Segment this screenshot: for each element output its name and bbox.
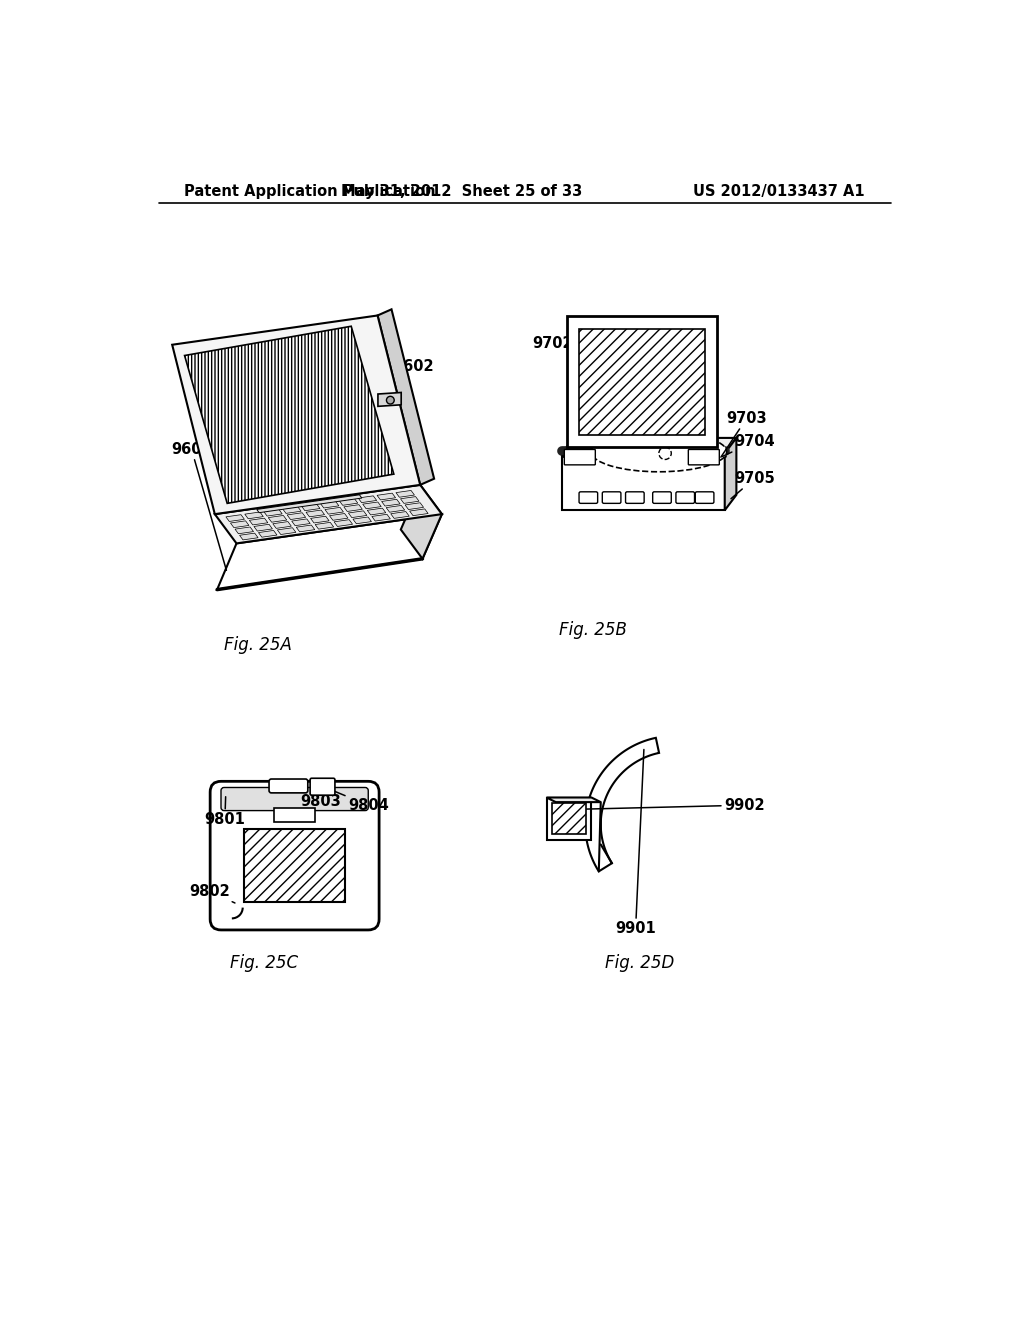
Text: Fig. 25A: Fig. 25A xyxy=(224,636,292,653)
FancyBboxPatch shape xyxy=(274,808,314,822)
FancyBboxPatch shape xyxy=(602,492,621,503)
Polygon shape xyxy=(172,315,420,515)
Text: 9802: 9802 xyxy=(189,884,234,903)
Polygon shape xyxy=(378,392,401,407)
Text: 9604: 9604 xyxy=(171,442,226,570)
FancyBboxPatch shape xyxy=(210,781,379,929)
Polygon shape xyxy=(562,438,736,453)
Polygon shape xyxy=(377,494,395,500)
Text: US 2012/0133437 A1: US 2012/0133437 A1 xyxy=(692,183,864,199)
Polygon shape xyxy=(362,502,381,508)
Text: 9901: 9901 xyxy=(615,750,656,936)
FancyBboxPatch shape xyxy=(626,492,644,503)
Text: 9602: 9602 xyxy=(393,359,433,396)
Polygon shape xyxy=(396,491,415,498)
Text: 9601: 9601 xyxy=(209,345,353,360)
Circle shape xyxy=(386,396,394,404)
Polygon shape xyxy=(272,521,291,528)
Polygon shape xyxy=(278,528,296,535)
Polygon shape xyxy=(245,829,345,903)
Polygon shape xyxy=(296,525,314,532)
FancyBboxPatch shape xyxy=(652,492,672,503)
Polygon shape xyxy=(353,517,372,524)
Text: May 31, 2012  Sheet 25 of 33: May 31, 2012 Sheet 25 of 33 xyxy=(341,183,582,199)
FancyBboxPatch shape xyxy=(221,788,369,810)
Polygon shape xyxy=(315,523,334,529)
Polygon shape xyxy=(306,510,325,517)
Polygon shape xyxy=(268,515,287,523)
Text: 9701: 9701 xyxy=(594,326,693,342)
FancyBboxPatch shape xyxy=(579,492,598,503)
Text: Fig. 25B: Fig. 25B xyxy=(559,620,627,639)
Polygon shape xyxy=(400,484,442,558)
Polygon shape xyxy=(410,510,428,516)
Polygon shape xyxy=(230,521,249,528)
Polygon shape xyxy=(217,515,442,590)
Text: Fig. 25D: Fig. 25D xyxy=(605,954,674,972)
Polygon shape xyxy=(234,527,254,533)
Polygon shape xyxy=(226,515,245,521)
FancyBboxPatch shape xyxy=(695,492,714,503)
Polygon shape xyxy=(263,510,283,516)
Polygon shape xyxy=(725,438,736,511)
Text: 9803: 9803 xyxy=(299,785,341,809)
Polygon shape xyxy=(215,484,420,515)
Text: 9902: 9902 xyxy=(587,797,765,813)
Polygon shape xyxy=(215,484,442,544)
Polygon shape xyxy=(552,803,586,834)
Text: 9703: 9703 xyxy=(721,411,767,457)
Text: 9702: 9702 xyxy=(532,333,598,351)
Polygon shape xyxy=(240,533,258,540)
Polygon shape xyxy=(184,326,394,503)
Polygon shape xyxy=(391,512,410,519)
Polygon shape xyxy=(283,507,301,513)
Polygon shape xyxy=(378,309,434,484)
Text: Patent Application Publication: Patent Application Publication xyxy=(183,183,435,199)
Polygon shape xyxy=(566,317,717,447)
Polygon shape xyxy=(562,453,725,511)
Polygon shape xyxy=(344,504,362,511)
Polygon shape xyxy=(348,511,367,517)
Polygon shape xyxy=(249,519,268,525)
Ellipse shape xyxy=(591,432,727,471)
Polygon shape xyxy=(321,502,339,508)
Polygon shape xyxy=(579,329,705,434)
Polygon shape xyxy=(547,797,601,803)
Polygon shape xyxy=(325,507,343,515)
Polygon shape xyxy=(586,738,659,871)
Polygon shape xyxy=(334,520,352,527)
Text: 9804: 9804 xyxy=(317,784,389,813)
Polygon shape xyxy=(368,508,386,515)
Polygon shape xyxy=(301,504,321,511)
Polygon shape xyxy=(400,496,419,503)
FancyBboxPatch shape xyxy=(564,449,595,465)
Text: 9705: 9705 xyxy=(731,471,774,499)
Polygon shape xyxy=(257,495,361,512)
Text: 9801: 9801 xyxy=(205,797,246,826)
Polygon shape xyxy=(406,503,424,510)
Polygon shape xyxy=(592,797,601,845)
Polygon shape xyxy=(330,513,348,520)
Polygon shape xyxy=(358,496,377,503)
Text: Fig. 25C: Fig. 25C xyxy=(229,954,298,972)
Polygon shape xyxy=(382,499,400,506)
FancyBboxPatch shape xyxy=(310,779,335,795)
Text: 9704: 9704 xyxy=(722,434,774,457)
Polygon shape xyxy=(254,524,272,531)
FancyBboxPatch shape xyxy=(676,492,694,503)
FancyBboxPatch shape xyxy=(269,779,308,793)
Polygon shape xyxy=(339,499,357,506)
Polygon shape xyxy=(245,512,263,519)
FancyBboxPatch shape xyxy=(688,449,719,465)
Polygon shape xyxy=(386,506,404,512)
Text: 9603: 9603 xyxy=(222,396,263,488)
Polygon shape xyxy=(258,531,276,537)
Polygon shape xyxy=(292,519,310,525)
Polygon shape xyxy=(310,516,329,523)
Polygon shape xyxy=(287,512,306,520)
Polygon shape xyxy=(547,797,592,840)
Polygon shape xyxy=(372,515,390,521)
